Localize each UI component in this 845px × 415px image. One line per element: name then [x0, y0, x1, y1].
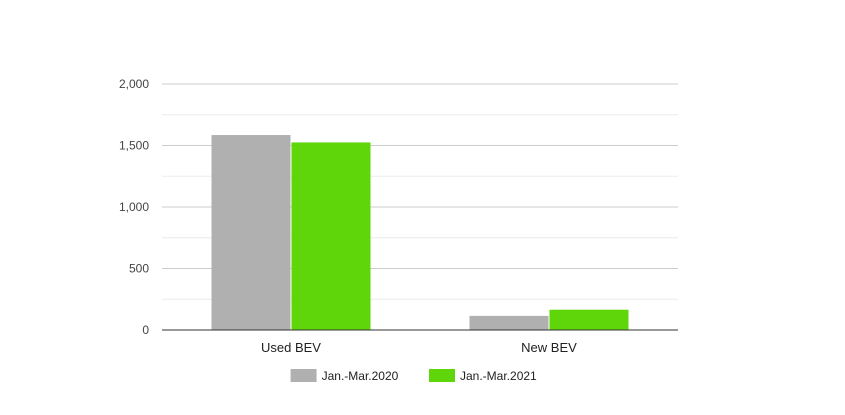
y-tick-label: 2,000	[119, 77, 149, 91]
y-tick-label: 0	[142, 323, 149, 337]
x-category-label: New BEV	[521, 340, 577, 355]
legend-item[interactable]: Jan.-Mar.2020	[290, 369, 399, 383]
bar-series-2-used-bev	[291, 142, 371, 330]
bar-series-1-used-bev	[211, 135, 291, 330]
legend-item[interactable]: Jan.-Mar.2021	[429, 369, 537, 383]
y-tick-label: 500	[129, 262, 149, 276]
axis-layer: 0 500 1,000 1,500 2,000 Used BEV New BEV	[119, 77, 678, 355]
legend-swatch	[429, 369, 455, 382]
legend-label: Jan.-Mar.2020	[322, 369, 399, 383]
legend-label: Jan.-Mar.2021	[460, 369, 537, 383]
y-tick-label: 1,000	[119, 200, 149, 214]
legend-swatch	[290, 369, 317, 382]
x-category-label: Used BEV	[261, 340, 321, 355]
y-tick-label: 1,500	[119, 139, 149, 153]
legend: Jan.-Mar.2020 Jan.-Mar.2021	[290, 369, 537, 383]
bar-series-1-new-bev	[469, 315, 549, 330]
bars-layer	[211, 135, 629, 330]
bar-series-2-new-bev	[549, 309, 629, 330]
